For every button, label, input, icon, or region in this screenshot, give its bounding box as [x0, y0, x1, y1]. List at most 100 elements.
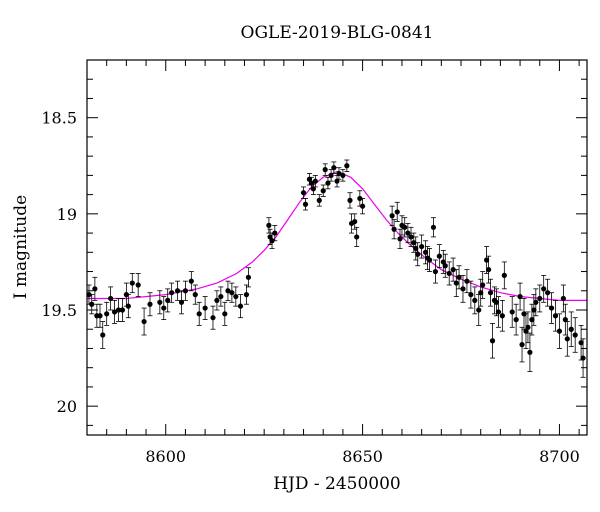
data-point — [489, 323, 496, 359]
plot-frame — [86, 59, 588, 436]
data-point-marker — [97, 313, 103, 319]
data-point-marker — [322, 167, 328, 173]
data-point — [89, 294, 95, 315]
data-point-marker — [552, 313, 559, 319]
data-point-marker — [419, 243, 425, 250]
data-point-marker — [169, 290, 175, 296]
data-point-marker — [336, 170, 342, 177]
data-point — [182, 280, 189, 301]
data-point-marker — [487, 290, 494, 296]
data-point-marker — [468, 292, 474, 298]
data-point-marker — [320, 188, 326, 194]
data-point-marker — [174, 288, 181, 294]
data-point-marker — [480, 282, 486, 288]
data-point-marker — [141, 318, 147, 325]
data-point — [578, 324, 584, 361]
data-point-marker — [237, 303, 244, 309]
data-point-marker — [499, 313, 505, 319]
data-point — [344, 159, 350, 172]
data-point-marker — [564, 336, 570, 342]
data-point-marker — [533, 299, 539, 305]
data-point-marker — [272, 230, 278, 236]
data-point-marker — [214, 297, 220, 303]
x-tick-label: 8700 — [539, 447, 580, 466]
data-point-marker — [352, 218, 358, 225]
data-point-marker — [545, 290, 551, 296]
data-point — [499, 299, 505, 332]
data-point-marker — [460, 286, 466, 292]
data-point-marker — [100, 332, 106, 338]
data-point — [192, 284, 198, 305]
data-point — [196, 301, 202, 326]
data-point — [111, 299, 118, 324]
data-point — [174, 280, 181, 301]
model-curve-line — [87, 170, 587, 301]
x-axis-label: HJD - 2450000 — [273, 474, 401, 494]
data-point — [237, 294, 244, 319]
data-point — [312, 174, 318, 188]
data-point-marker — [218, 293, 224, 300]
data-point-marker — [478, 290, 484, 296]
data-point — [468, 280, 474, 309]
data-point-marker — [513, 317, 519, 323]
data-point-marker — [525, 324, 531, 330]
data-point-marker — [182, 288, 189, 294]
data-point-marker — [519, 342, 525, 348]
data-point-marker — [529, 317, 535, 323]
data-point — [178, 290, 185, 315]
data-point — [442, 253, 448, 278]
data-point-marker — [531, 307, 537, 313]
data-point-marker — [489, 338, 496, 344]
data-point-marker — [119, 307, 126, 313]
data-point-marker — [578, 340, 584, 346]
data-point — [519, 326, 525, 363]
data-point-marker — [405, 230, 411, 236]
data-point — [336, 167, 342, 180]
data-point — [487, 278, 494, 307]
data-point — [446, 261, 452, 286]
data-point — [509, 296, 515, 328]
data-point-marker — [108, 295, 114, 302]
data-point-marker — [243, 292, 250, 298]
data-point-marker — [422, 249, 429, 255]
data-point — [161, 296, 167, 321]
data-point-marker — [560, 295, 566, 302]
data-point — [537, 284, 543, 313]
data-point-marker — [111, 309, 118, 315]
data-point — [325, 176, 331, 190]
data-point — [548, 292, 555, 324]
data-point-marker — [104, 311, 110, 317]
data-point-marker — [300, 190, 307, 196]
data-point-marker — [269, 238, 275, 244]
data-point-marker — [391, 226, 397, 232]
data-point — [272, 224, 278, 242]
data-point-marker — [580, 355, 586, 361]
data-point — [402, 217, 408, 238]
data-point-marker — [402, 224, 408, 230]
data-point — [432, 259, 439, 284]
data-point-marker — [157, 299, 163, 305]
data-point — [391, 219, 397, 240]
data-point-marker — [266, 222, 272, 228]
data-point — [436, 244, 442, 269]
axis-ticks — [86, 59, 587, 435]
data-point-marker — [397, 236, 403, 242]
data-point-marker — [357, 195, 363, 202]
data-point — [464, 269, 470, 294]
data-point-marker — [196, 311, 202, 317]
data-point-marker — [178, 299, 185, 305]
data-point — [129, 273, 135, 294]
data-point-marker — [344, 163, 350, 169]
data-point-marker — [331, 165, 337, 171]
data-point-marker — [222, 311, 228, 317]
data-point-marker — [464, 278, 470, 284]
data-point — [328, 169, 334, 182]
data-point — [302, 198, 309, 211]
data-point — [322, 163, 328, 176]
data-point — [135, 273, 141, 297]
data-point — [552, 299, 559, 332]
data-point — [320, 184, 326, 197]
data-point — [513, 303, 519, 336]
data-point-marker — [527, 349, 533, 355]
data-point — [266, 217, 272, 234]
